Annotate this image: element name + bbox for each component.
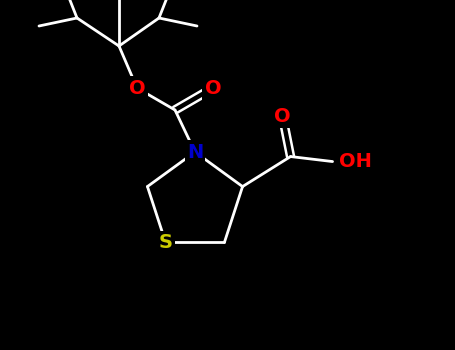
Text: O: O (129, 78, 145, 98)
Text: N: N (187, 142, 203, 161)
Text: OH: OH (339, 152, 371, 171)
Text: O: O (274, 107, 291, 126)
Text: S: S (159, 233, 172, 252)
Text: O: O (205, 78, 221, 98)
